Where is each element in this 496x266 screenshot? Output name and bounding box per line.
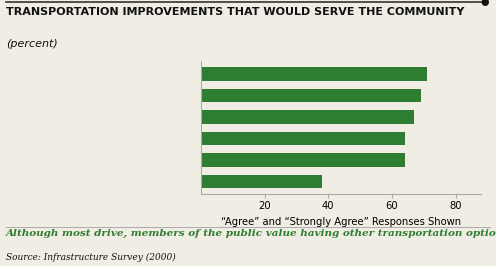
Bar <box>201 153 405 167</box>
Bar <box>201 110 414 124</box>
Bar <box>201 132 405 145</box>
Text: ●: ● <box>481 0 490 7</box>
Bar <box>201 175 322 188</box>
Text: TRANSPORTATION IMPROVEMENTS THAT WOULD SERVE THE COMMUNITY: TRANSPORTATION IMPROVEMENTS THAT WOULD S… <box>6 7 464 17</box>
Bar <box>201 67 427 81</box>
Text: Although most drive, members of the public value having other transportation opt: Although most drive, members of the publ… <box>6 229 496 238</box>
Bar <box>201 89 421 102</box>
Text: (percent): (percent) <box>6 39 58 49</box>
X-axis label: “Agree” and “Strongly Agree” Responses Shown: “Agree” and “Strongly Agree” Responses S… <box>221 217 461 227</box>
Text: Source: Infrastructure Survey (2000): Source: Infrastructure Survey (2000) <box>6 253 176 262</box>
